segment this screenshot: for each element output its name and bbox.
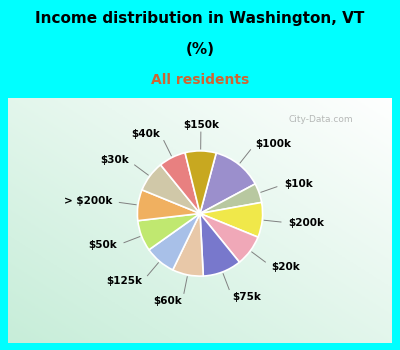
Text: $20k: $20k [272,261,300,272]
Wedge shape [138,214,200,250]
Wedge shape [149,214,200,270]
Text: $100k: $100k [255,139,291,149]
Wedge shape [200,214,240,276]
Wedge shape [142,165,200,214]
Text: City-Data.com: City-Data.com [288,115,353,124]
Text: $50k: $50k [88,240,117,250]
Text: $60k: $60k [154,296,182,306]
Text: > $200k: > $200k [64,196,112,206]
Text: Income distribution in Washington, VT: Income distribution in Washington, VT [35,10,365,26]
Text: $40k: $40k [132,129,160,139]
Wedge shape [137,190,200,221]
Text: $150k: $150k [183,120,219,130]
Text: $125k: $125k [106,276,142,286]
Wedge shape [200,202,263,237]
Text: $30k: $30k [100,155,128,166]
Wedge shape [200,184,262,214]
Wedge shape [200,214,258,262]
Text: (%): (%) [186,42,214,57]
Wedge shape [160,153,200,214]
Wedge shape [200,153,255,214]
Text: $75k: $75k [232,292,261,302]
Wedge shape [185,151,216,214]
Text: $200k: $200k [288,218,324,228]
Text: $10k: $10k [284,179,313,189]
Wedge shape [173,214,203,276]
Text: All residents: All residents [151,74,249,88]
